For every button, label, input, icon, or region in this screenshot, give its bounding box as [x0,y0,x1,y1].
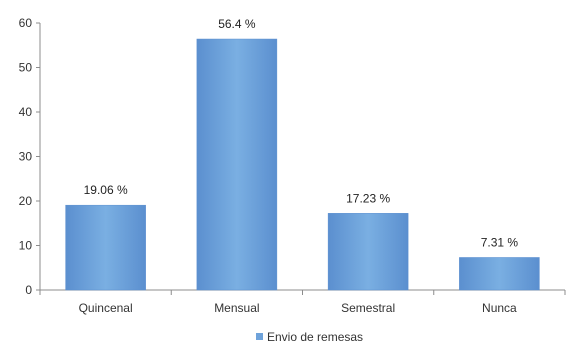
y-tick-label: 10 [19,239,33,253]
bar-nunca [459,257,540,291]
data-label-semestral: 17.23 % [346,191,390,205]
y-tick-label: 20 [19,194,33,208]
y-axis: 0 10 20 30 40 50 60 [19,16,41,297]
x-tick-label-nunca: Nunca [482,301,517,315]
legend-label: Envio de remesas [267,330,363,344]
bar-semestral [327,213,409,291]
data-label-quincenal: 19.06 % [84,183,128,197]
bars [65,38,540,291]
x-tick-label-quincenal: Quincenal [79,301,133,315]
y-tick-label: 60 [19,16,33,30]
data-label-mensual: 56.4 % [218,17,256,31]
legend-swatch [256,333,263,340]
bar-quincenal [65,204,146,291]
y-tick-label: 30 [19,150,33,164]
y-tick-label: 40 [19,105,33,119]
y-tick-label: 0 [25,283,32,297]
x-tick-label-semestral: Semestral [341,301,395,315]
x-tick-label-mensual: Mensual [214,301,259,315]
legend: Envio de remesas [256,330,363,344]
x-axis: Quincenal Mensual Semestral Nunca [39,289,566,315]
bar-mensual [196,38,278,291]
data-label-nunca: 7.31 % [481,235,519,249]
y-tick-label: 50 [19,61,33,75]
data-labels: 19.06 % 56.4 % 17.23 % 7.31 % [84,17,519,249]
